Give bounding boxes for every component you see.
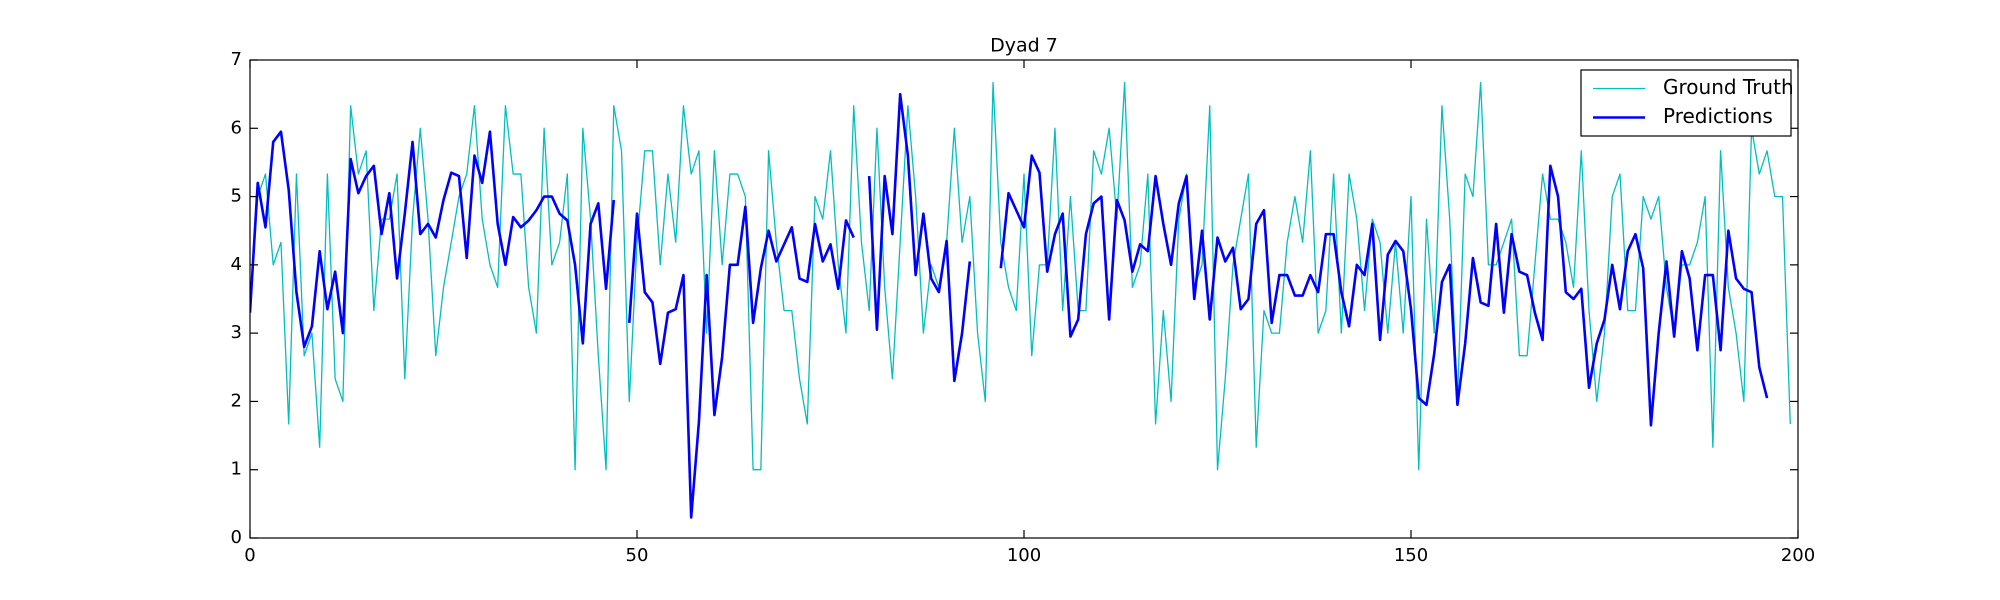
x-tick-label: 100: [1007, 545, 1041, 566]
legend-label: Predictions: [1663, 104, 1773, 128]
series-line: [250, 81, 1791, 471]
x-tick-label: 0: [244, 545, 255, 566]
y-tick-label: 2: [231, 390, 242, 411]
legend-box: [1580, 69, 1792, 137]
y-tick-label: 3: [231, 322, 242, 343]
y-tick-label: 7: [231, 49, 242, 70]
y-tick-label: 5: [231, 186, 242, 207]
x-tick-label: 200: [1781, 545, 1815, 566]
series-line: [250, 92, 1769, 519]
y-tick-label: 4: [231, 254, 242, 275]
x-tick-label: 50: [626, 545, 649, 566]
plot-frame: [249, 59, 1799, 539]
legend-label: Ground Truth: [1663, 75, 1794, 99]
chart-title: Dyad 7: [990, 35, 1058, 57]
y-tick-label: 1: [231, 459, 242, 480]
y-tick-label: 0: [231, 527, 242, 548]
y-tick-label: 6: [231, 117, 242, 138]
x-tick-label: 150: [1394, 545, 1428, 566]
